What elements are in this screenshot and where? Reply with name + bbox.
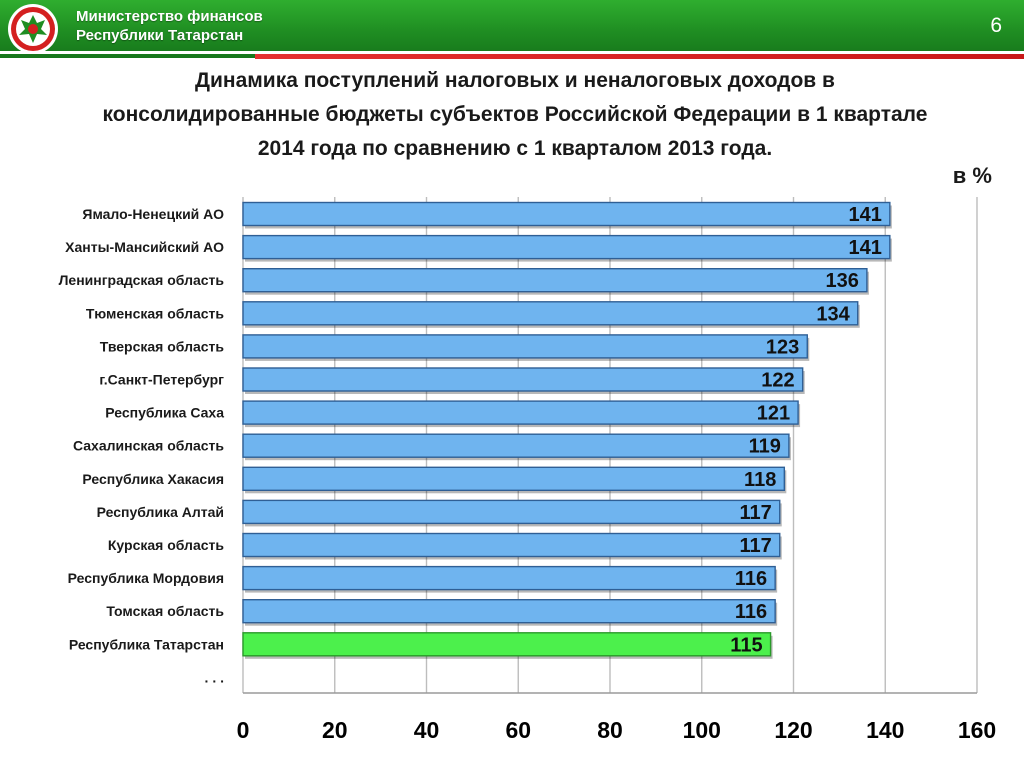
category-label: г.Санкт-Петербург <box>99 372 224 388</box>
x-tick-label: 0 <box>237 717 250 743</box>
bar <box>242 433 790 458</box>
category-label: Ханты-Мансийский АО <box>65 239 224 255</box>
bar <box>242 565 776 591</box>
category-label: Республика Алтай <box>97 504 224 520</box>
bar-value-label: 122 <box>761 370 794 392</box>
category-label: Тюменская область <box>86 305 225 321</box>
bar-value-label: 123 <box>766 336 799 358</box>
x-tick-label: 120 <box>774 717 812 743</box>
bar <box>242 268 868 293</box>
bar <box>242 367 804 392</box>
category-label: Сахалинская область <box>73 438 224 454</box>
x-tick-label: 160 <box>958 717 996 743</box>
x-tick-label: 40 <box>414 717 440 743</box>
page-number: 6 <box>990 14 1002 37</box>
x-tick-label: 60 <box>505 717 531 743</box>
title-line-1: Динамика поступлений налоговых и неналог… <box>195 69 835 92</box>
bar <box>242 400 799 425</box>
x-tick-label: 80 <box>597 717 623 743</box>
category-label: Республика Хакасия <box>82 471 224 487</box>
bar-value-label: 117 <box>739 502 771 524</box>
title-line-2: консолидированные бюджеты субъектов Росс… <box>102 103 928 126</box>
bar-value-label: 121 <box>757 403 790 425</box>
bar <box>242 499 781 525</box>
category-label: . . . <box>205 669 224 685</box>
bar <box>242 532 781 558</box>
bar <box>242 201 891 227</box>
ministry-line-2: Республики Татарстан <box>76 27 244 44</box>
category-label: Республика Саха <box>105 405 224 421</box>
category-label: Республика Мордовия <box>68 570 224 586</box>
category-label: Ленинградская область <box>59 272 225 288</box>
unit-label: в % <box>952 163 992 188</box>
bar <box>242 334 808 359</box>
category-label: Курская область <box>108 537 225 553</box>
bar-value-label: 116 <box>735 601 767 623</box>
bar-value-label: 119 <box>749 436 781 458</box>
x-tick-label: 140 <box>866 717 904 743</box>
bar-value-label: 116 <box>735 568 767 590</box>
bar-value-label: 141 <box>848 237 881 259</box>
bar-value-label: 136 <box>826 270 859 292</box>
bar <box>242 466 786 491</box>
x-tick-label: 100 <box>683 717 721 743</box>
bar-value-label: 115 <box>730 634 762 656</box>
bar-value-label: 134 <box>816 303 850 325</box>
bar-value-label: 118 <box>744 469 776 491</box>
category-label: Ямало-Ненецкий АО <box>82 206 224 222</box>
bar-value-label: 141 <box>848 204 881 226</box>
header-bar <box>0 0 1024 58</box>
ministry-name: Министерство финансов Республики Татарст… <box>76 7 263 45</box>
header-accent-stripe <box>255 54 1024 59</box>
title-line-3: 2014 года по сравнению с 1 кварталом 201… <box>257 137 773 160</box>
x-tick-label: 20 <box>322 717 348 743</box>
bar <box>242 234 891 260</box>
bar <box>242 599 776 624</box>
category-label: Томская область <box>106 603 224 619</box>
bar <box>242 301 859 326</box>
ministry-line-1: Министерство финансов <box>76 8 263 25</box>
header-divider <box>0 51 1024 54</box>
category-label: Тверская область <box>100 338 225 354</box>
page-title: Динамика поступлений налоговых и неналог… <box>20 64 1010 166</box>
bar-value-label: 117 <box>739 535 771 557</box>
bar-highlight <box>242 632 772 657</box>
category-label: Республика Татарстан <box>69 636 224 652</box>
emblem-icon <box>8 4 58 54</box>
